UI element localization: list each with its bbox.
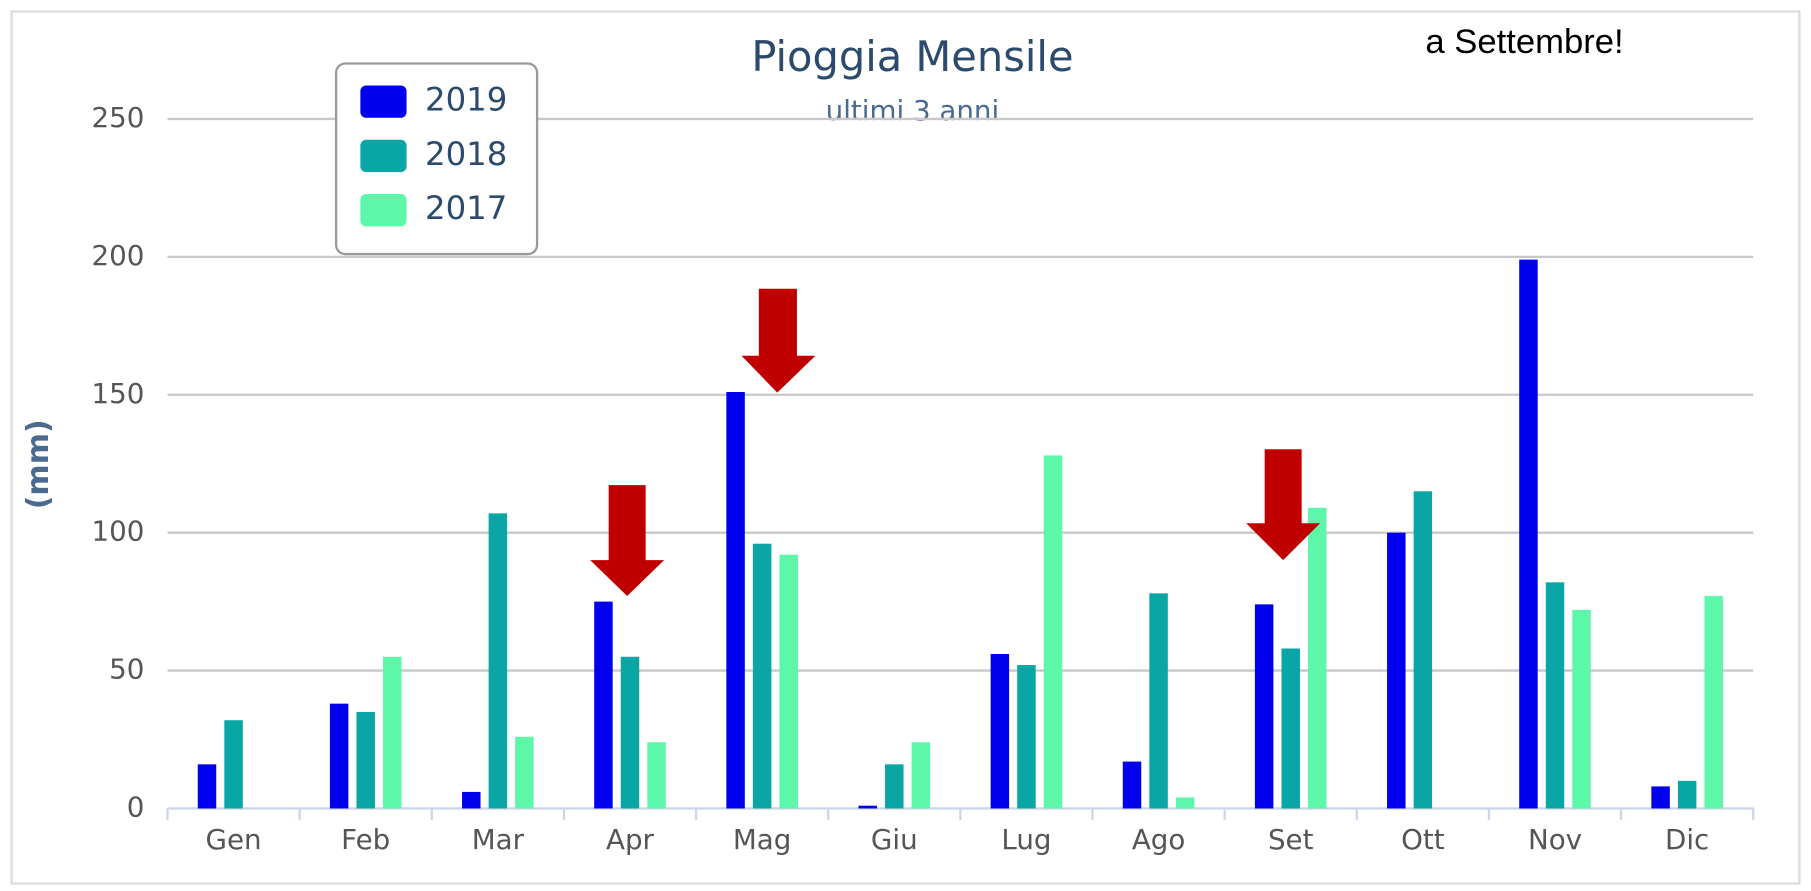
bar [726, 392, 745, 809]
chart-title: Pioggia Mensile [751, 32, 1073, 81]
x-tick-label: Mag [733, 823, 791, 856]
y-tick-label: 200 [91, 239, 144, 272]
bar [383, 656, 402, 809]
bar [1281, 648, 1300, 809]
legend-swatch [360, 194, 407, 227]
bar [1572, 609, 1591, 809]
bar [356, 711, 375, 809]
bar [197, 764, 217, 809]
plot-area: 0 50 100 150 200 250 Gen Feb Mar Apr Mag Giu Lug Ago S… [91, 101, 1755, 856]
bar [620, 656, 640, 809]
legend-label: 2018 [425, 135, 507, 173]
bar [1122, 761, 1142, 809]
bar [1254, 604, 1274, 809]
legend-label: 2017 [425, 189, 507, 227]
bar [1308, 507, 1327, 809]
chart-frame [10, 10, 1801, 885]
x-tick-label: Gen [206, 823, 262, 856]
bar [1175, 797, 1195, 809]
annotation: a Settembre! [1425, 23, 1623, 61]
x-tick-label: Nov [1528, 823, 1582, 856]
bar [1545, 582, 1565, 809]
bar [329, 703, 349, 809]
bar [1149, 593, 1168, 809]
x-tick-label: Ago [1132, 823, 1186, 856]
bar [911, 742, 931, 809]
bar [990, 654, 1010, 809]
bar [462, 791, 481, 809]
x-tick-label: Giu [871, 823, 918, 856]
y-tick-label: 0 [127, 790, 145, 823]
bar [1017, 665, 1036, 809]
bar [647, 742, 666, 809]
bar [779, 554, 798, 809]
legend-swatch [360, 139, 407, 173]
bar [885, 764, 904, 809]
bar [1387, 532, 1406, 809]
arrow [590, 485, 665, 596]
bar [1519, 259, 1538, 809]
x-tick-label: Mar [472, 823, 525, 856]
bar [1651, 786, 1670, 809]
x-tick-label: Dic [1665, 823, 1709, 856]
bar [1704, 596, 1723, 809]
y-tick-label: 150 [91, 377, 144, 410]
bar [488, 513, 508, 809]
x-tick-label: Feb [341, 823, 390, 856]
legend-swatch [360, 85, 407, 118]
bar [515, 736, 534, 809]
y-axis-label: (mm) [21, 419, 56, 509]
bar [858, 805, 877, 809]
bar [1677, 780, 1697, 809]
bar [752, 543, 772, 809]
y-tick-label: 100 [91, 515, 144, 548]
x-tick-label: Apr [606, 823, 655, 856]
bar [594, 601, 613, 809]
bar [1413, 491, 1433, 809]
chart-subtitle: ultimi 3 anni [826, 94, 1000, 127]
y-tick-label: 250 [91, 101, 144, 134]
legend: 2019 2018 2017 [360, 81, 507, 227]
bar [1043, 455, 1063, 809]
legend-label: 2019 [425, 81, 507, 119]
bar [224, 720, 243, 809]
x-tick-label: Set [1268, 823, 1314, 856]
x-tick-label: Ott [1401, 823, 1445, 856]
arrow [741, 288, 816, 393]
y-tick-label: 50 [109, 653, 144, 686]
x-tick-label: Lug [1001, 823, 1051, 856]
